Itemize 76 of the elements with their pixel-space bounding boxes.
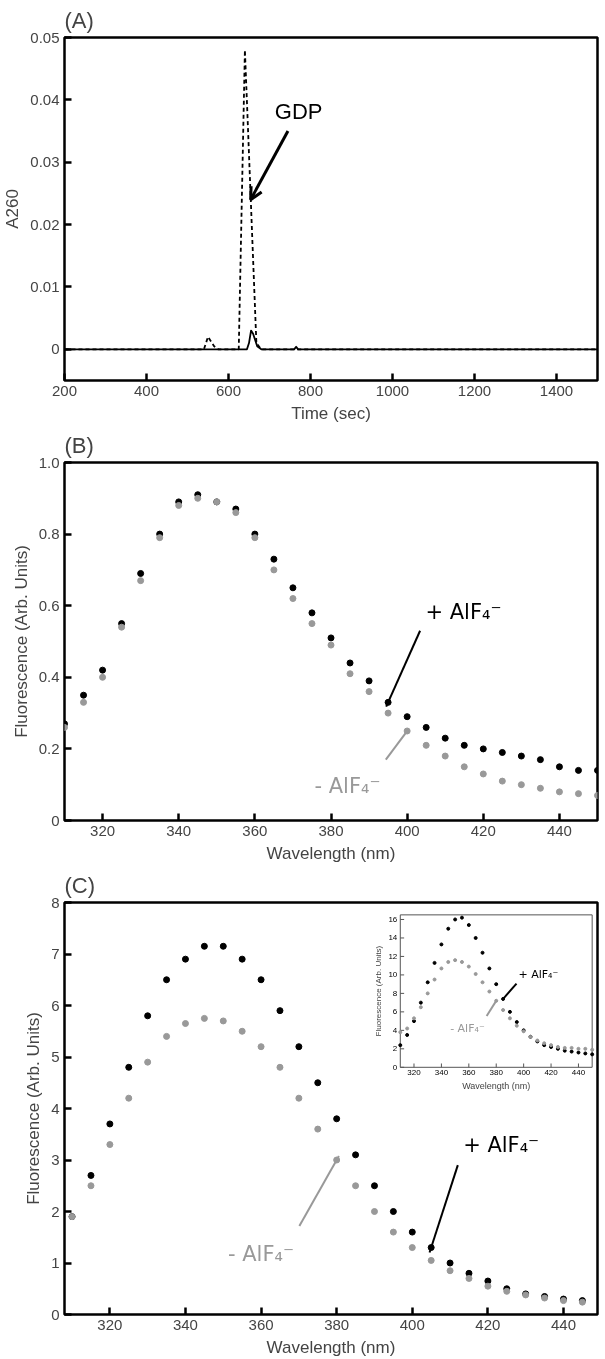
y-tick-label: 4 <box>51 1099 60 1117</box>
x-axis-title: Wavelength (nm) <box>462 1081 531 1092</box>
series-label: + AlF₄⁻ <box>518 967 559 981</box>
x-tick-label: 1400 <box>539 381 574 399</box>
x-tick-label: 440 <box>546 821 572 839</box>
y-tick-label: 4 <box>392 1025 398 1035</box>
x-tick-label: 320 <box>90 821 116 839</box>
x-axis-title: Time (sec) <box>291 403 371 423</box>
y-tick-label: 0.4 <box>38 668 60 686</box>
y-tick-label: 0 <box>51 340 60 358</box>
y-tick-label: 6 <box>392 1007 398 1017</box>
y-tick-label: 0 <box>51 1305 60 1323</box>
y-tick-label: 0.6 <box>38 596 60 614</box>
x-tick-label: 380 <box>489 1068 504 1078</box>
y-tick-label: 0.01 <box>30 277 60 295</box>
y-axis-title: Fluorescence (Arb. Units) <box>24 1012 44 1205</box>
x-tick-label: 600 <box>215 381 242 399</box>
chart-title: (A) <box>64 7 94 33</box>
y-tick-label: 0.04 <box>30 90 60 108</box>
x-tick-label: 320 <box>407 1068 422 1078</box>
x-tick-label: 400 <box>399 1315 425 1333</box>
x-tick-label: 380 <box>318 821 344 839</box>
y-tick-label: 7 <box>51 945 60 962</box>
x-tick-label: 1200 <box>457 381 492 399</box>
x-tick-label: 360 <box>462 1068 477 1078</box>
y-tick-label: 0.03 <box>30 153 60 171</box>
text: + AlF₄⁻ <box>425 599 502 624</box>
x-tick-label: 360 <box>242 821 268 839</box>
x-tick-label: 200 <box>51 381 78 399</box>
y-axis-title: Fluorescence (Arb. Units) <box>11 545 31 738</box>
y-tick-label: 1.0 <box>38 453 60 471</box>
x-tick-label: 1000 <box>375 381 410 399</box>
x-tick-label: 400 <box>133 381 160 399</box>
y-tick-label: 0.02 <box>30 215 60 233</box>
x-tick-label: 440 <box>550 1315 576 1333</box>
x-axis-title: Wavelength (nm) <box>266 843 396 863</box>
y-tick-label: 0 <box>51 811 60 829</box>
y-tick-label: 2 <box>392 1044 398 1054</box>
x-tick-label: 800 <box>297 381 324 399</box>
y-tick-label: 0.05 <box>30 28 60 46</box>
x-tick-label: 340 <box>434 1068 449 1078</box>
y-tick-label: 0.8 <box>38 525 60 543</box>
annotation: GDP <box>274 99 323 125</box>
x-tick-label: 340 <box>172 1315 198 1333</box>
x-tick-label: 420 <box>544 1068 559 1078</box>
text: + AlF₄⁻ <box>463 1132 540 1157</box>
y-tick-label: 6 <box>51 996 60 1014</box>
x-tick-label: 440 <box>571 1068 586 1078</box>
y-tick-label: 5 <box>51 1048 60 1065</box>
y-tick-label: 12 <box>388 951 398 961</box>
legend-label: - AlF₄⁻ <box>314 773 381 798</box>
y-axis-title: A260 <box>3 189 23 229</box>
legend-label: - AlF₄⁻ <box>450 1022 485 1036</box>
x-tick-label: 400 <box>394 821 420 839</box>
x-tick-label: 360 <box>248 1315 274 1333</box>
chart-title: (C) <box>64 872 96 898</box>
y-tick-label: 14 <box>388 933 398 943</box>
y-tick-label: 0 <box>392 1062 398 1072</box>
x-tick-label: 380 <box>324 1315 350 1333</box>
x-tick-label: 420 <box>475 1315 501 1333</box>
x-tick-label: 320 <box>97 1315 123 1333</box>
y-tick-label: 8 <box>51 893 60 911</box>
y-tick-label: 3 <box>51 1151 60 1168</box>
x-tick-label: 420 <box>470 821 496 839</box>
y-tick-label: 2 <box>51 1202 60 1220</box>
y-tick-label: 16 <box>388 914 398 924</box>
x-tick-label: 400 <box>516 1068 531 1078</box>
y-tick-label: 8 <box>392 988 398 998</box>
text: - AlF₄⁻ <box>228 1242 295 1267</box>
y-tick-label: 1 <box>51 1254 60 1271</box>
chart-title: (B) <box>64 432 94 458</box>
y-tick-label: 10 <box>388 970 398 980</box>
x-tick-label: 340 <box>166 821 192 839</box>
y-axis-title: Fluorescence (Arb. Units) <box>374 945 384 1037</box>
y-tick-label: 0.2 <box>38 739 60 757</box>
x-axis-title: Wavelength (nm) <box>266 1337 396 1357</box>
